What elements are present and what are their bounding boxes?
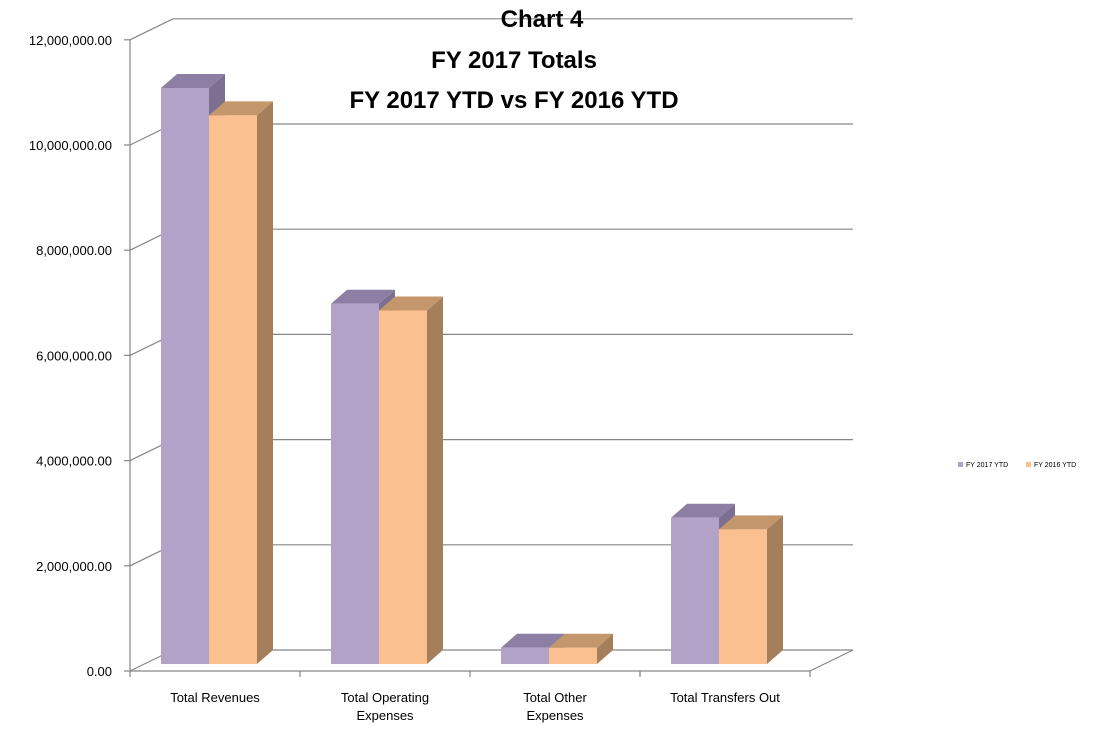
bar-fy2016: [379, 310, 427, 664]
chart-title: Chart 4 FY 2017 Totals FY 2017 YTD vs FY…: [349, 6, 678, 114]
legend-label-fy2016: FY 2016 YTD: [1034, 462, 1076, 469]
bar-fy2017: [331, 303, 379, 664]
axis-layer: 0.00 2,000,000.00 4,000,000.00 6,000,000.00…: [29, 33, 854, 723]
title-line-2: FY 2017 Totals: [431, 47, 597, 74]
bar-side: [427, 296, 443, 664]
bar-top: [719, 515, 783, 530]
bar-fy2016: [549, 647, 597, 664]
bar-top: [501, 633, 565, 648]
bar-fy2017: [161, 88, 209, 664]
gridline-depth: [129, 18, 174, 41]
x-category-label: Expenses: [526, 708, 584, 723]
bar-fy2016: [719, 529, 767, 664]
bar-fy2017: [501, 647, 549, 664]
x-category-label: Total Transfers Out: [670, 690, 780, 705]
bar-fy2016: [209, 115, 257, 664]
grid-layer: [129, 18, 853, 672]
x-category-label: Total Revenues: [170, 690, 260, 705]
legend-swatch-fy2017: [958, 462, 963, 467]
bar-top: [379, 296, 443, 311]
y-tick-label: 4,000,000.00: [36, 454, 112, 469]
bar-side: [597, 633, 613, 664]
y-tick-label: 2,000,000.00: [36, 559, 112, 574]
bar-top: [161, 74, 225, 89]
y-tick-label: 8,000,000.00: [36, 243, 112, 258]
bar-side: [257, 101, 273, 664]
bar-top: [549, 633, 613, 648]
bar-side: [767, 515, 783, 664]
bar-top: [671, 503, 735, 518]
legend-swatch-fy2016: [1026, 462, 1031, 467]
x-category-label: Total Other: [523, 690, 587, 705]
title-line-3: FY 2017 YTD vs FY 2016 YTD: [349, 87, 678, 114]
legend-label-fy2017: FY 2017 YTD: [966, 462, 1008, 469]
bar-top: [209, 101, 273, 116]
title-line-1: Chart 4: [501, 6, 584, 33]
floor-right-edge: [809, 649, 854, 672]
bar-layer: [161, 74, 783, 664]
y-tick-label: 6,000,000.00: [36, 348, 112, 363]
legend: FY 2017 YTD FY 2016 YTD: [958, 462, 1076, 469]
y-tick-label: 0.00: [87, 664, 112, 679]
y-tick-label: 12,000,000.00: [29, 33, 112, 48]
bar-top: [331, 289, 395, 304]
x-category-label: Expenses: [356, 708, 414, 723]
y-tick-label: 10,000,000.00: [29, 138, 112, 153]
bar-fy2017: [671, 517, 719, 664]
x-category-label: Total Operating: [341, 690, 429, 705]
